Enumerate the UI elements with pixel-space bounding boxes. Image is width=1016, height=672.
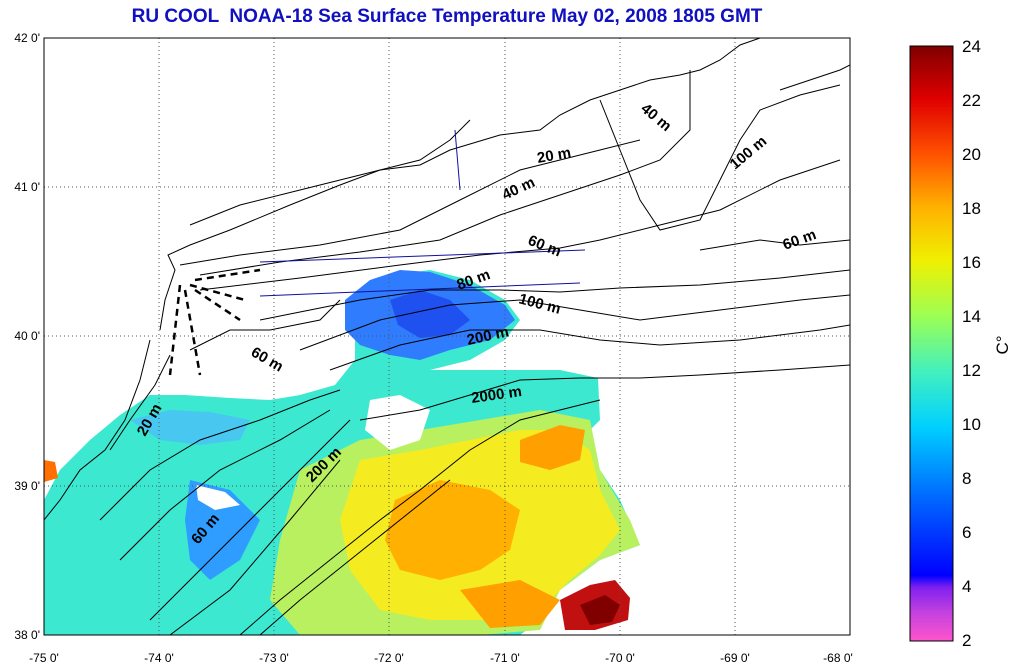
colorbar-tick-label: 12 xyxy=(962,361,981,380)
contours xyxy=(44,38,850,635)
contour-shelf xyxy=(119,409,331,561)
coastline xyxy=(44,339,151,521)
colorbar-tick-label: 24 xyxy=(962,37,981,56)
map-frame xyxy=(43,37,851,636)
contour-label-2000m: 2000 m xyxy=(470,383,523,407)
cloud-gap xyxy=(365,395,430,450)
shipping-lane xyxy=(259,282,581,297)
harbor-approach-lines xyxy=(168,268,261,376)
colorbar-tick-label: 14 xyxy=(962,307,981,326)
lon-tick-label: -69 0' xyxy=(720,651,750,665)
contour-shelf xyxy=(169,459,341,635)
lon-tick-labels: -75 0' -74 0' -73 0' -72 0' -71 0' -70 0… xyxy=(29,651,853,665)
sst-cold-patch xyxy=(185,480,260,580)
contour-100m xyxy=(299,294,850,351)
lat-tick-labels: 42 0' 41 0' 40 0' 39 0' 38 0' xyxy=(14,31,40,642)
map-title: RU COOL NOAA-18 Sea Surface Temperature … xyxy=(131,6,763,27)
approach-line xyxy=(194,268,261,282)
lon-tick-label: -74 0' xyxy=(144,651,174,665)
contour-gom xyxy=(599,84,841,231)
lat-tick-label: 41 0' xyxy=(14,180,40,194)
colorbar-ramp xyxy=(909,45,954,642)
contour-slope xyxy=(239,399,601,635)
approach-line xyxy=(183,289,202,376)
contour-label-20m-ne: 20 m xyxy=(536,144,573,167)
lat-tick-label: 42 0' xyxy=(14,31,40,45)
colorbar-tick-label: 6 xyxy=(962,523,971,542)
sst-cold-patch xyxy=(130,410,250,445)
shipping-lane xyxy=(259,249,586,263)
approach-line xyxy=(168,284,182,376)
sst-field xyxy=(44,270,640,635)
lat-tick-label: 40 0' xyxy=(14,329,40,343)
approach-line xyxy=(189,283,246,302)
coastline xyxy=(189,119,471,226)
sst-cold-patch xyxy=(390,290,470,338)
contour-20m-west xyxy=(109,354,171,451)
contour-shelf xyxy=(99,389,341,521)
colorbar-tick-label: 20 xyxy=(962,145,981,164)
lon-tick-label: -72 0' xyxy=(374,651,404,665)
colorbar-unit-label: C° xyxy=(993,335,1012,354)
approach-line xyxy=(194,288,241,322)
colorbar-tick-label: 2 xyxy=(962,631,971,650)
colorbar-tick-label: 10 xyxy=(962,415,981,434)
hudson-lane xyxy=(454,129,461,191)
colorbar-tick-label: 8 xyxy=(962,469,971,488)
contour-20m xyxy=(179,139,641,266)
contour-200m xyxy=(329,324,850,371)
contour-gom xyxy=(699,239,850,251)
colorbar-tick-label: 16 xyxy=(962,253,981,272)
colorbar: 24 22 20 18 16 14 12 10 8 6 4 2 C° xyxy=(909,37,1012,650)
lon-tick-label: -75 0' xyxy=(29,651,59,665)
lon-tick-label: -73 0' xyxy=(259,651,289,665)
sst-coast-warm xyxy=(44,460,58,482)
lat-tick-label: 39 0' xyxy=(14,479,40,493)
colorbar-tick-label: 4 xyxy=(962,577,971,596)
contour-shelf xyxy=(149,419,351,621)
lon-tick-label: -68 0' xyxy=(823,651,853,665)
coastline xyxy=(779,64,850,91)
lon-tick-label: -70 0' xyxy=(605,651,635,665)
contour-40m xyxy=(199,70,691,276)
contour-60m xyxy=(199,159,841,291)
sst-hot-core xyxy=(580,595,620,625)
colorbar-tick-label: 18 xyxy=(962,199,981,218)
colorbar-tick-label: 22 xyxy=(962,91,981,110)
contour-slope xyxy=(259,479,451,635)
lon-tick-label: -71 0' xyxy=(490,651,520,665)
sst-warm-core xyxy=(460,580,560,628)
contour-2000m xyxy=(359,364,850,421)
lat-tick-label: 38 0' xyxy=(14,628,40,642)
contour-60m-west xyxy=(189,299,341,351)
sst-warm-core xyxy=(520,425,585,470)
cloud-gap xyxy=(196,485,240,510)
contour-80m xyxy=(259,269,850,321)
